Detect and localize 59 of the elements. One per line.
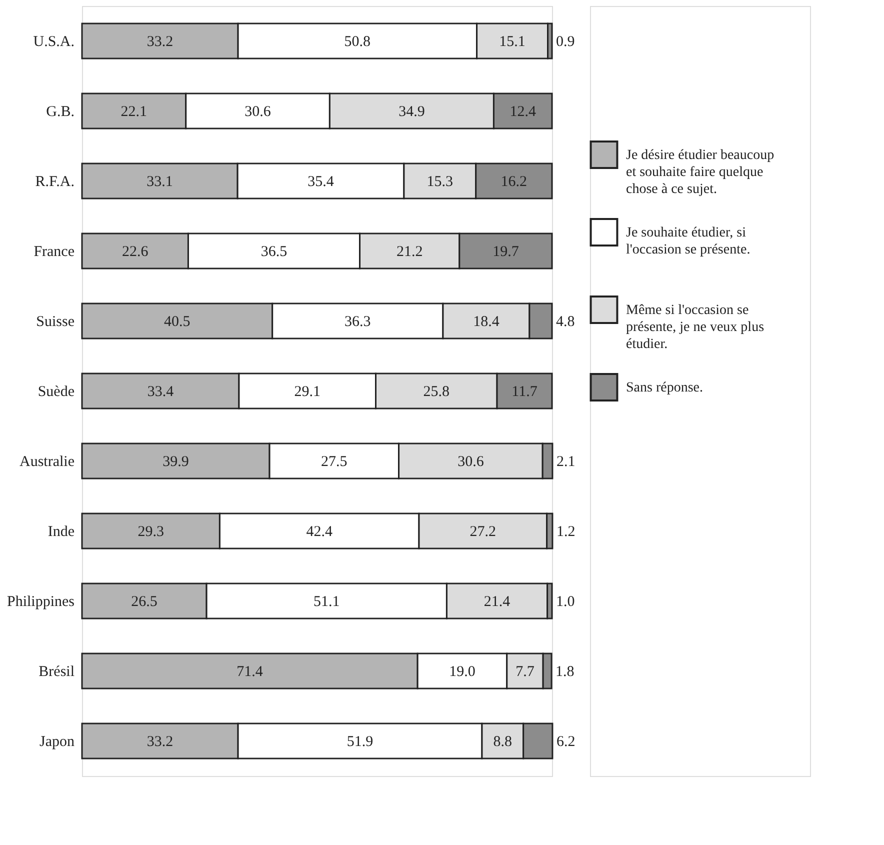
- data-label: 27.2: [470, 524, 496, 540]
- data-label: 26.5: [131, 594, 158, 610]
- data-label: 0.9: [556, 34, 575, 50]
- data-label: 8.8: [493, 734, 512, 750]
- data-label: 21.4: [484, 594, 511, 610]
- data-label: 34.9: [398, 104, 425, 120]
- data-label: 33.2: [146, 34, 174, 50]
- y-tick-label: Brésil: [38, 664, 74, 680]
- data-label: 36.5: [260, 244, 288, 260]
- y-tick-label: R.F.A.: [35, 174, 74, 190]
- data-label: 6.2: [556, 734, 576, 750]
- data-label: 25.8: [423, 384, 450, 400]
- y-tick-label: U.S.A.: [33, 34, 74, 50]
- data-label: 51.9: [346, 734, 374, 750]
- data-label: 27.5: [321, 454, 348, 470]
- data-label: 40.5: [164, 314, 190, 330]
- data-label: 71.4: [236, 664, 264, 680]
- legend-label: Même si l'occasion se présente, je ne veux plus étudier.: [626, 302, 764, 352]
- data-label: 21.2: [396, 244, 423, 260]
- data-label: 42.4: [306, 524, 333, 540]
- legend-label: Sans réponse.: [626, 380, 703, 396]
- data-label: 22.6: [122, 244, 149, 260]
- data-label: 11.7: [512, 384, 538, 400]
- data-label: 50.8: [344, 34, 371, 50]
- data-label: 15.1: [499, 34, 526, 50]
- y-tick-label: Australie: [20, 454, 75, 470]
- legend-label: Je souhaite étudier, si l'occasion se présente.: [626, 225, 750, 258]
- data-label: 7.7: [516, 664, 535, 680]
- data-label: 19.0: [449, 664, 476, 680]
- y-tick-label: Japon: [40, 734, 75, 750]
- data-label: 19.7: [492, 244, 520, 260]
- data-label: 30.6: [244, 104, 272, 120]
- y-tick-label: G.B.: [46, 104, 74, 120]
- data-label: 51.1: [314, 594, 340, 610]
- data-label: 29.1: [294, 384, 320, 400]
- data-label: 33.2: [146, 734, 174, 750]
- data-label: 18.4: [473, 314, 500, 330]
- data-label: 29.3: [138, 524, 164, 540]
- data-label: 22.1: [120, 104, 148, 120]
- data-label: 39.9: [162, 454, 189, 470]
- y-tick-label: Philippines: [6, 594, 75, 610]
- data-label: 1.8: [556, 664, 574, 680]
- data-label: 33.1: [146, 174, 173, 190]
- data-label: 12.4: [510, 104, 536, 120]
- data-label: 30.6: [458, 454, 484, 470]
- data-label: 2.1: [556, 454, 576, 470]
- data-label: 1.0: [556, 594, 575, 610]
- data-label: 15.3: [426, 174, 454, 190]
- y-tick-label: Suède: [38, 384, 75, 400]
- data-label: 1.2: [556, 524, 576, 540]
- data-label: 4.8: [556, 314, 575, 330]
- y-tick-label: Suisse: [36, 314, 75, 330]
- data-label: 33.4: [147, 384, 174, 400]
- data-label: 36.3: [344, 314, 371, 330]
- y-tick-label: France: [34, 244, 75, 260]
- legend-label: Je désire étudier beaucoup et souhaite faire quelque chose à ce sujet.: [626, 148, 774, 197]
- y-tick-label: Inde: [48, 524, 75, 540]
- data-label: 16.2: [500, 174, 528, 190]
- data-label: 35.4: [308, 174, 334, 190]
